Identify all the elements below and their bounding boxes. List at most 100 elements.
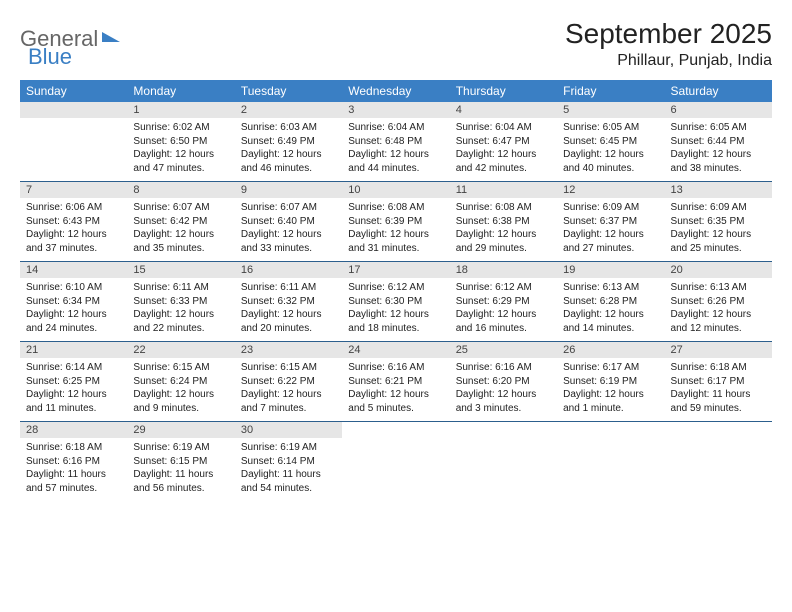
day-content: Sunrise: 6:11 AMSunset: 6:32 PMDaylight:… xyxy=(235,278,342,341)
day-content: Sunrise: 6:12 AMSunset: 6:29 PMDaylight:… xyxy=(450,278,557,341)
month-title: September 2025 xyxy=(565,18,772,50)
day-content: Sunrise: 6:08 AMSunset: 6:39 PMDaylight:… xyxy=(342,198,449,261)
daylight-text: Daylight: 11 hours and 59 minutes. xyxy=(671,388,766,415)
daylight-text: Daylight: 12 hours and 44 minutes. xyxy=(348,148,443,175)
daylight-text: Daylight: 11 hours and 57 minutes. xyxy=(26,468,121,495)
date-number: 8 xyxy=(127,182,234,198)
day-content: Sunrise: 6:19 AMSunset: 6:14 PMDaylight:… xyxy=(235,438,342,501)
date-number: 11 xyxy=(450,182,557,198)
day-cell: 7Sunrise: 6:06 AMSunset: 6:43 PMDaylight… xyxy=(20,182,127,262)
daylight-text: Daylight: 12 hours and 46 minutes. xyxy=(241,148,336,175)
sunrise-text: Sunrise: 6:04 AM xyxy=(348,121,443,135)
date-number: 24 xyxy=(342,342,449,358)
sunrise-text: Sunrise: 6:12 AM xyxy=(456,281,551,295)
sunrise-text: Sunrise: 6:19 AM xyxy=(241,441,336,455)
day-cell: 30Sunrise: 6:19 AMSunset: 6:14 PMDayligh… xyxy=(235,422,342,502)
calendar-page: General September 2025 Phillaur, Punjab,… xyxy=(0,0,792,521)
sunrise-text: Sunrise: 6:15 AM xyxy=(133,361,228,375)
day-cell xyxy=(342,422,449,502)
day-cell xyxy=(450,422,557,502)
day-content: Sunrise: 6:17 AMSunset: 6:19 PMDaylight:… xyxy=(557,358,664,421)
calendar-table: Sunday Monday Tuesday Wednesday Thursday… xyxy=(20,80,772,501)
sunrise-text: Sunrise: 6:07 AM xyxy=(241,201,336,215)
day-content: Sunrise: 6:13 AMSunset: 6:28 PMDaylight:… xyxy=(557,278,664,341)
day-content: Sunrise: 6:10 AMSunset: 6:34 PMDaylight:… xyxy=(20,278,127,341)
day-cell: 28Sunrise: 6:18 AMSunset: 6:16 PMDayligh… xyxy=(20,422,127,502)
sunset-text: Sunset: 6:38 PM xyxy=(456,215,551,229)
daylight-text: Daylight: 12 hours and 29 minutes. xyxy=(456,228,551,255)
sunrise-text: Sunrise: 6:19 AM xyxy=(133,441,228,455)
daylight-text: Daylight: 12 hours and 7 minutes. xyxy=(241,388,336,415)
sunset-text: Sunset: 6:26 PM xyxy=(671,295,766,309)
daylight-text: Daylight: 12 hours and 40 minutes. xyxy=(563,148,658,175)
day-cell: 11Sunrise: 6:08 AMSunset: 6:38 PMDayligh… xyxy=(450,182,557,262)
daylight-text: Daylight: 12 hours and 47 minutes. xyxy=(133,148,228,175)
day-cell: 14Sunrise: 6:10 AMSunset: 6:34 PMDayligh… xyxy=(20,262,127,342)
day-content: Sunrise: 6:08 AMSunset: 6:38 PMDaylight:… xyxy=(450,198,557,261)
sunrise-text: Sunrise: 6:11 AM xyxy=(133,281,228,295)
header: General September 2025 Phillaur, Punjab,… xyxy=(20,18,772,70)
week-row: 21Sunrise: 6:14 AMSunset: 6:25 PMDayligh… xyxy=(20,342,772,422)
day-cell: 26Sunrise: 6:17 AMSunset: 6:19 PMDayligh… xyxy=(557,342,664,422)
date-number: 18 xyxy=(450,262,557,278)
day-cell: 13Sunrise: 6:09 AMSunset: 6:35 PMDayligh… xyxy=(665,182,772,262)
daylight-text: Daylight: 12 hours and 3 minutes. xyxy=(456,388,551,415)
sunset-text: Sunset: 6:42 PM xyxy=(133,215,228,229)
sunset-text: Sunset: 6:37 PM xyxy=(563,215,658,229)
logo-text-blue: Blue xyxy=(28,44,72,69)
day-cell: 22Sunrise: 6:15 AMSunset: 6:24 PMDayligh… xyxy=(127,342,234,422)
date-number: 23 xyxy=(235,342,342,358)
date-number: 15 xyxy=(127,262,234,278)
daylight-text: Daylight: 12 hours and 35 minutes. xyxy=(133,228,228,255)
sunrise-text: Sunrise: 6:09 AM xyxy=(671,201,766,215)
day-cell: 6Sunrise: 6:05 AMSunset: 6:44 PMDaylight… xyxy=(665,102,772,182)
day-content: Sunrise: 6:15 AMSunset: 6:24 PMDaylight:… xyxy=(127,358,234,421)
day-content: Sunrise: 6:16 AMSunset: 6:21 PMDaylight:… xyxy=(342,358,449,421)
day-cell: 19Sunrise: 6:13 AMSunset: 6:28 PMDayligh… xyxy=(557,262,664,342)
sunset-text: Sunset: 6:29 PM xyxy=(456,295,551,309)
day-cell: 25Sunrise: 6:16 AMSunset: 6:20 PMDayligh… xyxy=(450,342,557,422)
date-number: 10 xyxy=(342,182,449,198)
day-header-monday: Monday xyxy=(127,80,234,102)
sunset-text: Sunset: 6:40 PM xyxy=(241,215,336,229)
day-content: Sunrise: 6:03 AMSunset: 6:49 PMDaylight:… xyxy=(235,118,342,181)
sunset-text: Sunset: 6:43 PM xyxy=(26,215,121,229)
sunset-text: Sunset: 6:28 PM xyxy=(563,295,658,309)
logo-triangle-icon xyxy=(102,32,120,42)
sunset-text: Sunset: 6:15 PM xyxy=(133,455,228,469)
daylight-text: Daylight: 12 hours and 38 minutes. xyxy=(671,148,766,175)
sunset-text: Sunset: 6:33 PM xyxy=(133,295,228,309)
date-number: 1 xyxy=(127,102,234,118)
sunset-text: Sunset: 6:24 PM xyxy=(133,375,228,389)
sunrise-text: Sunrise: 6:08 AM xyxy=(456,201,551,215)
day-cell: 8Sunrise: 6:07 AMSunset: 6:42 PMDaylight… xyxy=(127,182,234,262)
daylight-text: Daylight: 12 hours and 33 minutes. xyxy=(241,228,336,255)
date-number: 12 xyxy=(557,182,664,198)
date-number: 29 xyxy=(127,422,234,438)
day-cell: 29Sunrise: 6:19 AMSunset: 6:15 PMDayligh… xyxy=(127,422,234,502)
sunrise-text: Sunrise: 6:16 AM xyxy=(456,361,551,375)
sunset-text: Sunset: 6:34 PM xyxy=(26,295,121,309)
sunrise-text: Sunrise: 6:15 AM xyxy=(241,361,336,375)
date-number: 26 xyxy=(557,342,664,358)
sunrise-text: Sunrise: 6:03 AM xyxy=(241,121,336,135)
day-cell: 18Sunrise: 6:12 AMSunset: 6:29 PMDayligh… xyxy=(450,262,557,342)
sunset-text: Sunset: 6:49 PM xyxy=(241,135,336,149)
daylight-text: Daylight: 12 hours and 22 minutes. xyxy=(133,308,228,335)
day-content: Sunrise: 6:09 AMSunset: 6:37 PMDaylight:… xyxy=(557,198,664,261)
day-header-sunday: Sunday xyxy=(20,80,127,102)
daylight-text: Daylight: 12 hours and 37 minutes. xyxy=(26,228,121,255)
daylight-text: Daylight: 12 hours and 31 minutes. xyxy=(348,228,443,255)
day-cell: 21Sunrise: 6:14 AMSunset: 6:25 PMDayligh… xyxy=(20,342,127,422)
daylight-text: Daylight: 12 hours and 14 minutes. xyxy=(563,308,658,335)
sunset-text: Sunset: 6:50 PM xyxy=(133,135,228,149)
date-number: 30 xyxy=(235,422,342,438)
day-content: Sunrise: 6:06 AMSunset: 6:43 PMDaylight:… xyxy=(20,198,127,261)
sunrise-text: Sunrise: 6:11 AM xyxy=(241,281,336,295)
day-cell: 16Sunrise: 6:11 AMSunset: 6:32 PMDayligh… xyxy=(235,262,342,342)
date-number: 14 xyxy=(20,262,127,278)
daylight-text: Daylight: 11 hours and 54 minutes. xyxy=(241,468,336,495)
day-cell: 10Sunrise: 6:08 AMSunset: 6:39 PMDayligh… xyxy=(342,182,449,262)
day-content xyxy=(20,118,127,176)
day-content: Sunrise: 6:18 AMSunset: 6:16 PMDaylight:… xyxy=(20,438,127,501)
